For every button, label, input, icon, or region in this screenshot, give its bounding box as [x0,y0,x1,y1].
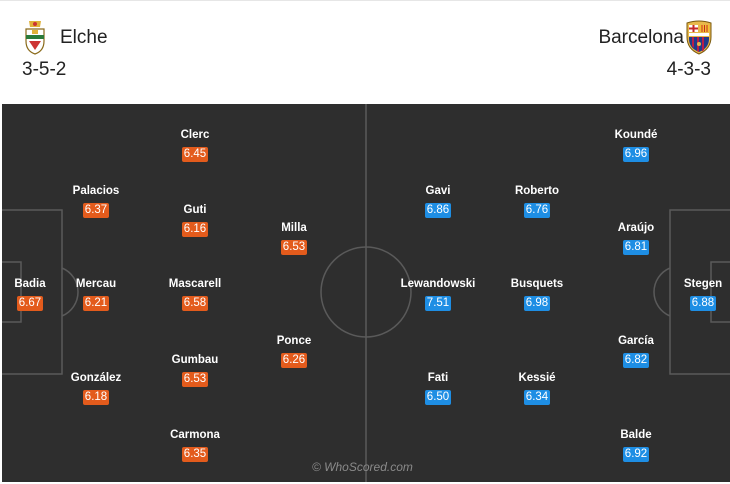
player-name: Stegen [683,278,723,290]
home-team-name: Elche [60,27,108,48]
home-player-palacios[interactable]: Palacios 6.37 [46,185,146,218]
away-player-stegen[interactable]: Stegen 6.88 [653,278,730,311]
home-player-badia[interactable]: Badia 6.67 [2,278,80,311]
player-rating: 6.45 [181,147,209,162]
home-player-mascarell[interactable]: Mascarell 6.58 [145,278,245,311]
away-player-roberto[interactable]: Roberto 6.76 [487,185,587,218]
player-rating: 6.76 [523,203,551,218]
player-rating: 6.98 [523,296,551,311]
player-rating: 6.53 [280,240,308,255]
player-name: Gumbau [171,354,219,366]
player-rating: 6.26 [280,353,308,368]
player-name: Clerc [180,129,210,141]
player-rating: 6.18 [82,390,110,405]
player-name: Busquets [510,278,564,290]
player-name: Carmona [170,429,220,441]
away-player-araujo[interactable]: Araújo 6.81 [586,222,686,255]
home-player-guti[interactable]: Guti 6.16 [145,204,245,237]
home-player-gonzalez[interactable]: González 6.18 [46,372,146,405]
away-player-busquets[interactable]: Busquets 6.98 [487,278,587,311]
player-name: Koundé [614,129,658,141]
player-name: Balde [620,429,652,441]
player-rating: 6.58 [181,296,209,311]
away-team-name: Barcelona [598,27,684,48]
away-player-garcia[interactable]: García 6.82 [586,335,686,368]
pitch: Badia 6.67 Palacios 6.37 Mercau 6.21 Gon… [2,104,730,482]
player-name: Lewandowski [400,278,476,290]
player-name: Palacios [72,185,120,197]
player-rating: 6.82 [622,353,650,368]
player-name: Kessié [518,372,556,384]
player-name: Fati [427,372,449,384]
player-name: Mercau [75,278,117,290]
away-player-balde[interactable]: Balde 6.92 [586,429,686,462]
whoscored-watermark: © WhoScored.com [312,460,413,474]
home-player-gumbau[interactable]: Gumbau 6.53 [145,354,245,387]
player-name: Roberto [514,185,560,197]
home-player-clerc[interactable]: Clerc 6.45 [145,129,245,162]
player-rating: 6.53 [181,372,209,387]
player-rating: 6.16 [181,222,209,237]
player-rating: 6.81 [622,240,650,255]
home-player-milla[interactable]: Milla 6.53 [244,222,344,255]
player-rating: 6.37 [82,203,110,218]
player-name: González [70,372,122,384]
home-formation: 3-5-2 [22,59,67,80]
home-player-mercau[interactable]: Mercau 6.21 [46,278,146,311]
away-player-fati[interactable]: Fati 6.50 [388,372,488,405]
away-player-kessie[interactable]: Kessié 6.34 [487,372,587,405]
pitch-markings [2,104,730,482]
player-rating: 6.96 [622,147,650,162]
player-name: Araújo [617,222,655,234]
player-name: Guti [183,204,207,216]
barcelona-crest-icon [686,20,712,55]
away-formation: 4-3-3 [666,59,711,80]
away-player-lewandowski[interactable]: Lewandowski 7.51 [388,278,488,311]
player-name: Gavi [425,185,451,197]
player-name: Ponce [276,335,312,347]
player-name: Milla [281,222,307,234]
player-name: Mascarell [168,278,222,290]
player-rating: 6.67 [16,296,44,311]
home-player-carmona[interactable]: Carmona 6.35 [145,429,245,462]
player-rating: 6.86 [424,203,452,218]
player-name: García [618,335,654,347]
match-header: Elche 3-5-2 Barcelona 4-3-3 [0,0,730,104]
player-name: Badia [14,278,46,290]
player-rating: 7.51 [424,296,452,311]
player-rating: 6.34 [523,390,551,405]
player-rating: 6.50 [424,390,452,405]
away-player-gavi[interactable]: Gavi 6.86 [388,185,488,218]
player-rating: 6.88 [689,296,717,311]
player-rating: 6.35 [181,447,209,462]
player-rating: 6.21 [82,296,110,311]
player-rating: 6.92 [622,447,650,462]
elche-crest-icon [25,21,45,55]
home-player-ponce[interactable]: Ponce 6.26 [244,335,344,368]
away-player-kounde[interactable]: Koundé 6.96 [586,129,686,162]
